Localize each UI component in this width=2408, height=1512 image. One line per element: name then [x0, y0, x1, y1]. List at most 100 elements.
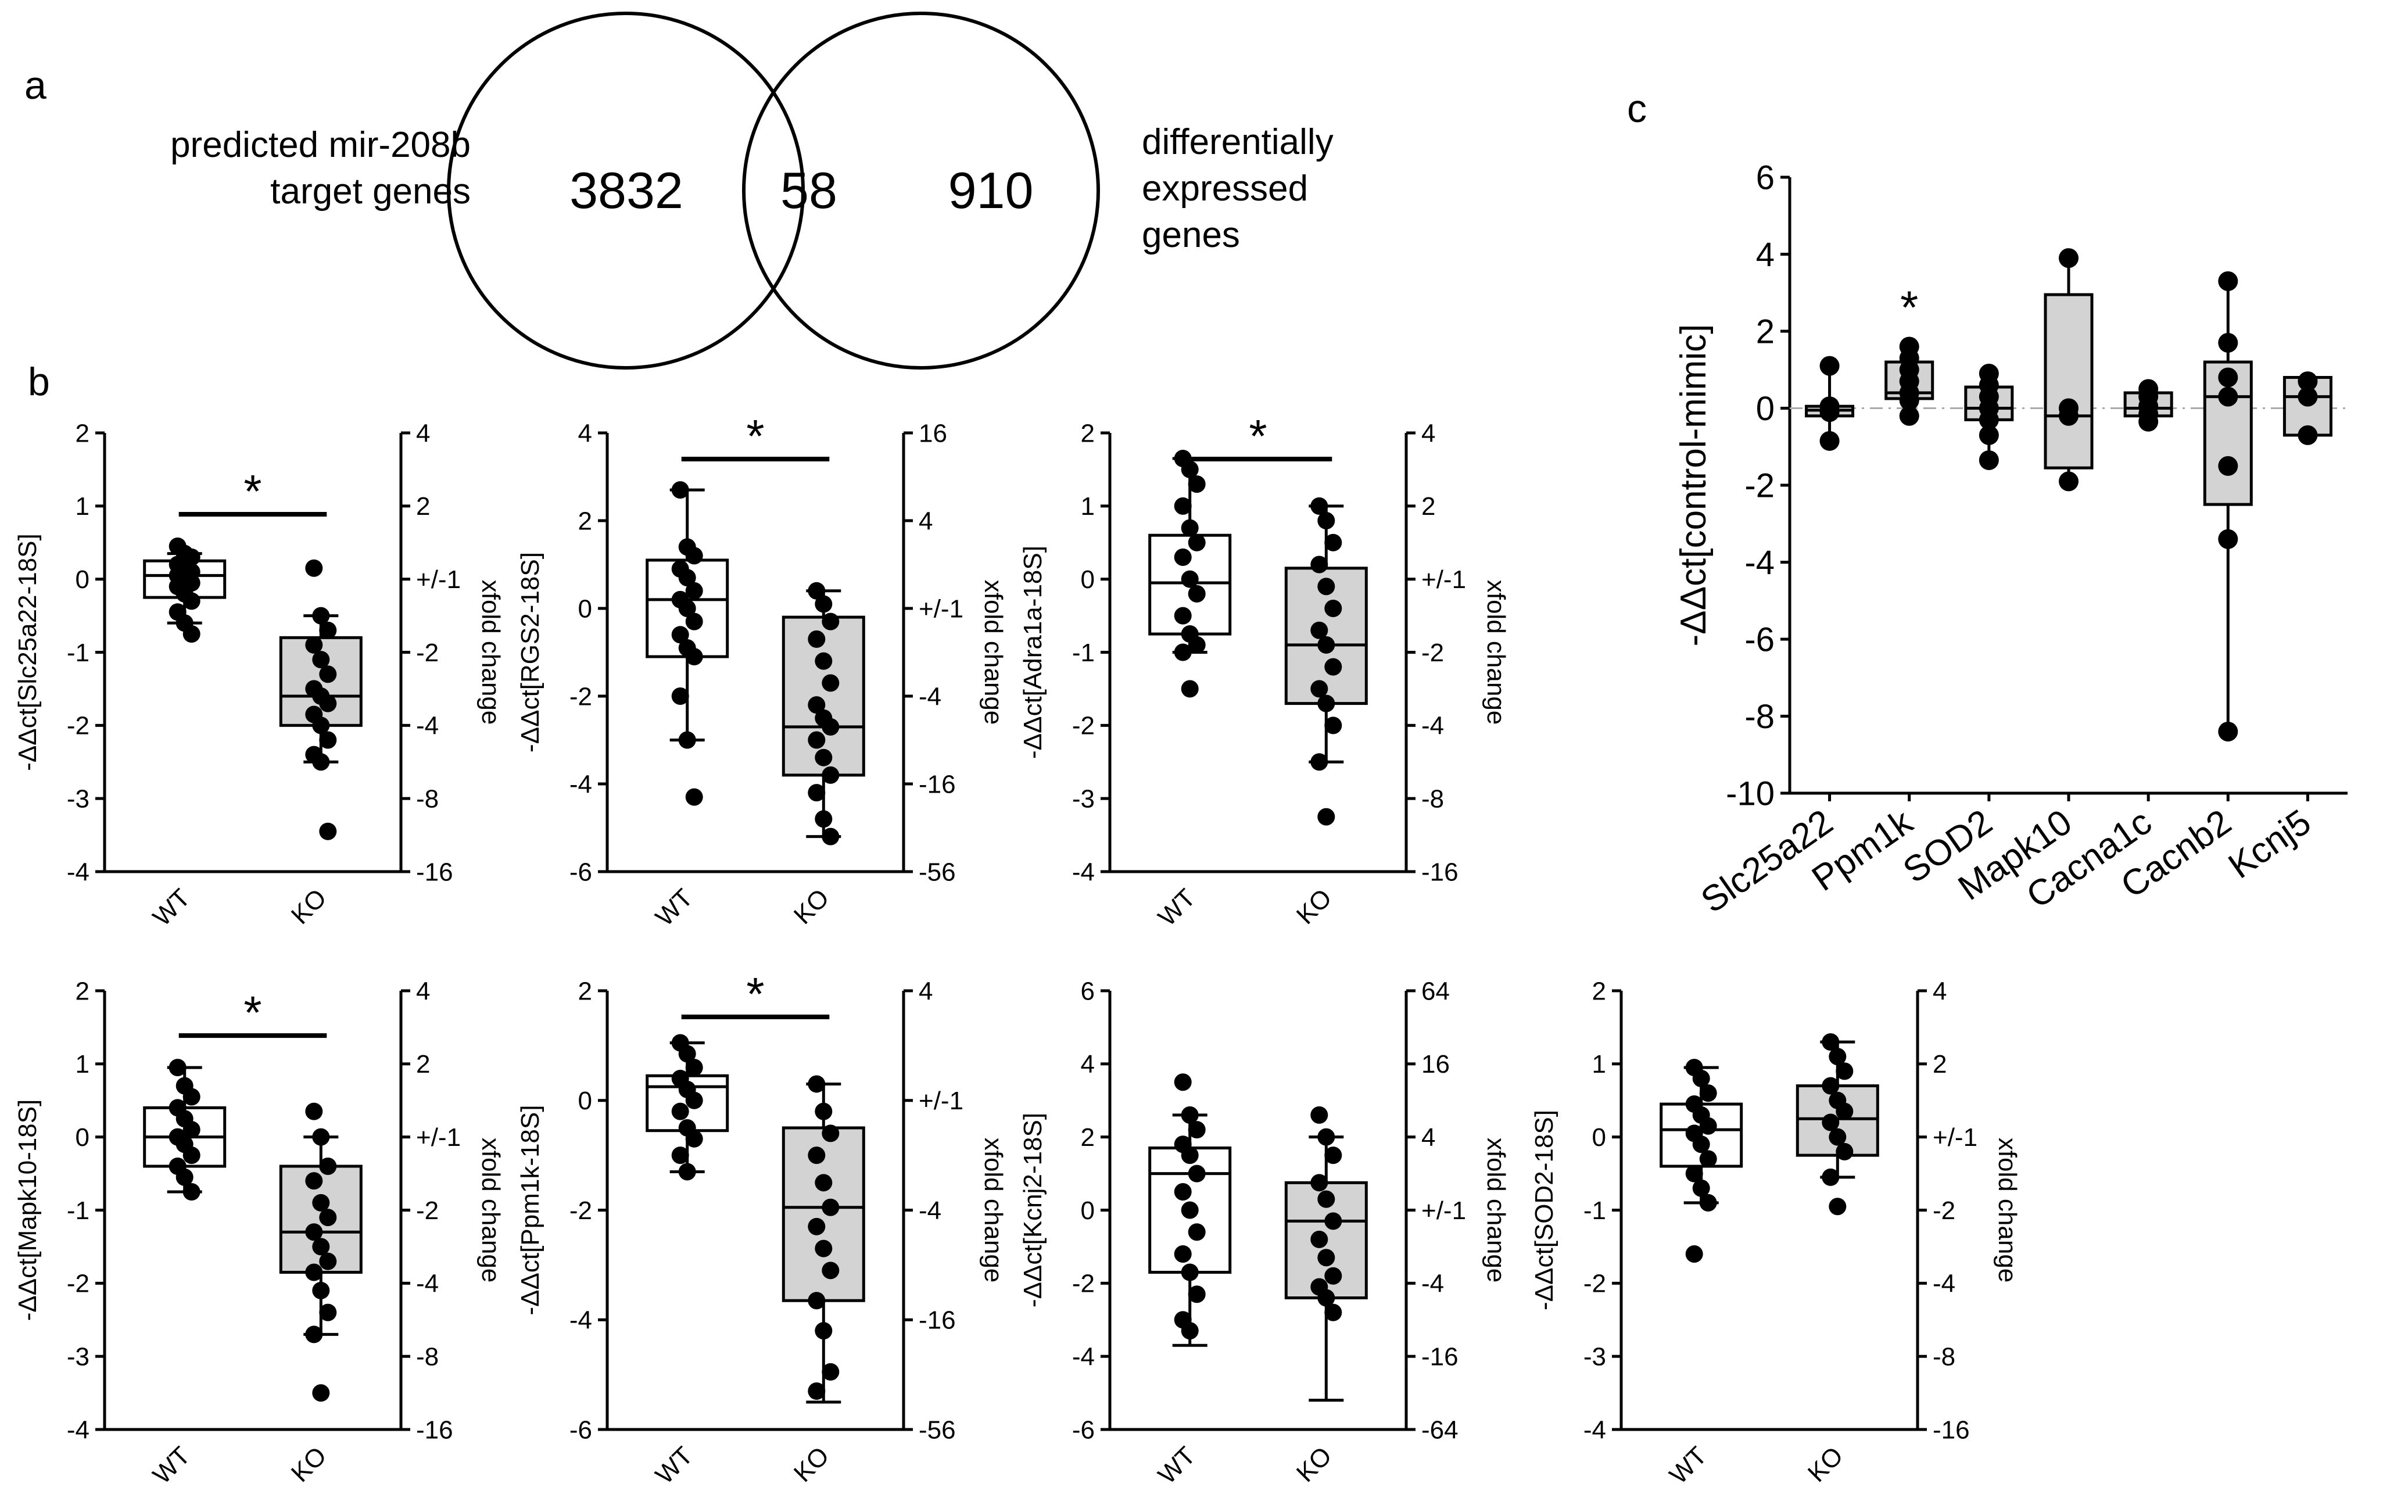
sod2-y2tick-label: -4 — [1933, 1270, 1955, 1298]
kcnj2-y-axis-label: -ΔΔct[Kcnj2-18S] — [1019, 1113, 1047, 1307]
rgs2-data-point — [815, 595, 833, 613]
rgs2-data-point — [822, 718, 840, 736]
slc25a22-data-point — [182, 592, 200, 610]
ppm1k-data-point — [671, 1102, 689, 1120]
slc25a22-significance-star: * — [243, 465, 261, 517]
chart-ppm1k: 2 0 -2 -4 -6 4 +/-1 -4 -16 -56 -ΔΔct[Ppm1k-18S] xfo… — [516, 968, 1008, 1489]
rgs2-significance-star: * — [746, 410, 764, 462]
panel_c-category-label: Kcnj5 — [2221, 802, 2319, 886]
slc25a22-y2tick-label: +/-1 — [416, 565, 461, 594]
kcnj2-category-label: WT — [1153, 1441, 1201, 1489]
mapk10-data-point — [312, 1128, 330, 1146]
mapk10-data-point — [169, 1059, 187, 1077]
sod2-data-point — [1836, 1062, 1854, 1080]
panel_c-ytick-label: -6 — [1744, 621, 1775, 658]
rgs2-data-point — [685, 547, 703, 565]
ppm1k-data-point — [822, 1262, 840, 1280]
panel_c-data-point — [1979, 410, 1999, 430]
rgs2-data-point — [822, 766, 840, 784]
mapk10-data-point — [305, 1172, 323, 1190]
slc25a22-ytick-label: -2 — [67, 712, 89, 740]
kcnj2-y2tick-label: -4 — [1421, 1270, 1444, 1298]
ppm1k-category-label: KO — [789, 1441, 835, 1488]
rgs2-ytick-label: 2 — [578, 507, 592, 535]
ppm1k-ytick-label: 2 — [578, 977, 592, 1005]
panel_c-data-point — [2059, 248, 2079, 268]
kcnj2-data-point — [1310, 1106, 1328, 1124]
adra1a-data-point — [1324, 533, 1342, 551]
chart-kcnj2: 6420-2-4-664164+/-1-4-16-64-ΔΔct[Kcnj2-1… — [1019, 977, 1510, 1489]
panel_c-box-mapk10 — [2044, 293, 2094, 470]
panel_c-data-point — [2218, 456, 2238, 476]
rgs2-y2tick-label: -16 — [919, 770, 956, 798]
rgs2-ytick-label: -2 — [569, 682, 592, 711]
ppm1k-y2tick-label: -16 — [919, 1306, 956, 1335]
kcnj2-ytick-label: -6 — [1072, 1416, 1095, 1444]
sod2-data-point — [1699, 1194, 1717, 1212]
venn-right-label-line-1: differentially — [1142, 122, 1334, 162]
panel_c-ytick-label: -4 — [1744, 544, 1775, 582]
sod2-data-point — [1685, 1245, 1703, 1263]
ppm1k-y2tick-label: 4 — [919, 977, 933, 1005]
kcnj2-data-point — [1181, 1201, 1199, 1219]
sod2-ytick-label: 1 — [1592, 1050, 1606, 1079]
adra1a-data-point — [1310, 497, 1328, 515]
sod2-data-point — [1699, 1117, 1717, 1135]
adra1a-y2-axis-label: xfold change — [1482, 580, 1510, 725]
slc25a22-y2tick-label: -16 — [416, 858, 453, 886]
kcnj2-data-point — [1174, 1073, 1192, 1091]
adra1a-data-point — [1310, 753, 1328, 771]
mapk10-data-point — [319, 1303, 337, 1321]
slc25a22-y-axis-label: -ΔΔct[Slc25a22-18S] — [13, 533, 42, 771]
mapk10-y2tick-label: -2 — [416, 1196, 439, 1225]
mapk10-category-label: KO — [286, 1441, 332, 1488]
rgs2-category-label: KO — [789, 883, 835, 930]
kcnj2-y2tick-label: 4 — [1421, 1123, 1435, 1152]
adra1a-data-point — [1174, 607, 1192, 625]
slc25a22-ytick-label: -4 — [67, 858, 89, 886]
mapk10-data-point — [305, 1223, 323, 1241]
mapk10-y2tick-label: +/-1 — [416, 1123, 461, 1152]
ppm1k-data-point — [815, 1102, 833, 1120]
adra1a-data-point — [1174, 497, 1192, 515]
chart-slc25a22: 2 1 0 -1 -2 -3 -4 4 2 +/-1 -2 -4 -8 -16 -ΔΔct[Slc25a22… — [13, 419, 505, 931]
adra1a-data-point — [1174, 643, 1192, 661]
ppm1k-data-point — [815, 1174, 833, 1192]
rgs2-data-point — [822, 827, 840, 845]
ppm1k-ytick-label: -2 — [569, 1196, 592, 1225]
mapk10-ytick-label: -3 — [67, 1343, 89, 1371]
adra1a-data-point — [1324, 716, 1342, 734]
slc25a22-y2tick-label: 2 — [416, 492, 430, 521]
slc25a22-data-point — [312, 651, 330, 669]
adra1a-data-point — [1324, 658, 1342, 676]
adra1a-data-point — [1181, 570, 1199, 588]
rgs2-y2-axis-label: xfold change — [979, 580, 1008, 725]
kcnj2-y2tick-label: -16 — [1421, 1343, 1459, 1371]
mapk10-ytick-label: -4 — [67, 1416, 89, 1444]
sod2-ytick-label: -4 — [1583, 1416, 1606, 1444]
adra1a-category-label: KO — [1291, 883, 1338, 930]
kcnj2-data-point — [1310, 1174, 1328, 1192]
sod2-y2tick-label: -8 — [1933, 1343, 1955, 1371]
mapk10-data-point — [182, 1088, 200, 1106]
sod2-ytick-label: 0 — [1592, 1123, 1606, 1152]
sod2-ytick-label: -1 — [1583, 1196, 1606, 1225]
rgs2-data-point — [685, 612, 703, 630]
mapk10-significance-star: * — [243, 987, 261, 1038]
venn-left-label-line-2: target genes — [270, 171, 471, 212]
mapk10-data-point — [319, 1209, 337, 1227]
mapk10-ytick-label: 2 — [76, 977, 89, 1005]
sod2-data-point — [1699, 1150, 1717, 1168]
panel_c-data-point — [2218, 332, 2238, 353]
slc25a22-category-label: KO — [286, 883, 332, 930]
mapk10-data-point — [312, 1281, 330, 1299]
mapk10-ytick-label: -1 — [67, 1196, 89, 1225]
adra1a-y2tick-label: -2 — [1421, 639, 1444, 667]
rgs2-data-point — [678, 600, 696, 617]
kcnj2-data-point — [1324, 1267, 1342, 1285]
kcnj2-y2tick-label: -64 — [1421, 1416, 1459, 1444]
slc25a22-y2tick-label: -8 — [416, 785, 439, 814]
panel_c-data-point — [2218, 529, 2238, 549]
rgs2-data-point — [808, 696, 826, 714]
kcnj2-y2tick-label: +/-1 — [1421, 1196, 1466, 1225]
